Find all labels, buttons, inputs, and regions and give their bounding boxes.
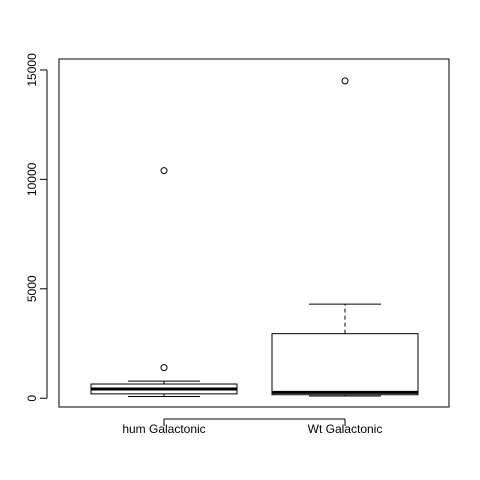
y-tick-label: 0	[25, 395, 39, 402]
y-tick-label: 5000	[25, 275, 39, 302]
plot-frame	[58, 58, 450, 408]
y-tick-label: 10000	[25, 162, 39, 196]
boxes-layer	[90, 77, 419, 397]
outlier-point	[160, 167, 168, 175]
x-tick-label: hum Galactonic	[122, 422, 205, 436]
outlier-point	[160, 364, 168, 372]
box-1	[90, 167, 238, 397]
x-tick-label: Wt Galactonic	[308, 422, 383, 436]
iqr-box	[271, 333, 419, 396]
box-2	[271, 77, 419, 397]
y-tick-label: 15000	[25, 53, 39, 87]
x-axis: hum Galactonic Wt Galactonic	[122, 418, 383, 436]
y-axis: 0 5000 10000 15000	[25, 53, 48, 402]
outlier-point	[341, 77, 349, 85]
